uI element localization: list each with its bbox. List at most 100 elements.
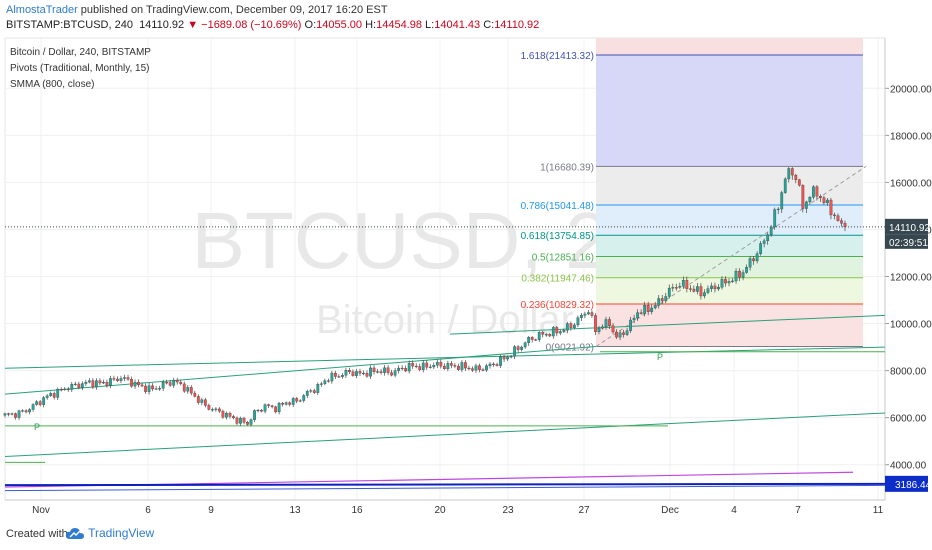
candle-body[interactable] [710, 285, 713, 289]
candle-body[interactable] [28, 409, 31, 413]
candle-body[interactable] [298, 400, 302, 402]
candle-body[interactable] [639, 312, 643, 314]
candle-body[interactable] [565, 323, 569, 331]
candle-body[interactable] [56, 389, 60, 398]
candle-body[interactable] [555, 327, 559, 334]
candle-body[interactable] [17, 410, 21, 418]
candle-body[interactable] [572, 324, 576, 328]
candle-body[interactable] [14, 413, 17, 418]
candle-body[interactable] [787, 168, 791, 180]
candle-body[interactable] [7, 413, 10, 415]
candle-body[interactable] [819, 196, 822, 198]
candle-body[interactable] [77, 383, 81, 388]
candle-body[interactable] [386, 367, 390, 373]
candle-body[interactable] [267, 404, 270, 406]
candle-body[interactable] [822, 197, 826, 204]
candle-body[interactable] [383, 367, 386, 373]
candle-body[interactable] [302, 395, 306, 401]
candle-body[interactable] [253, 410, 256, 420]
candle-body[interactable] [284, 402, 288, 405]
candle-body[interactable] [513, 346, 516, 357]
candle-body[interactable] [660, 298, 664, 302]
candle-body[interactable] [569, 323, 573, 328]
candle-body[interactable] [305, 391, 309, 396]
candle-body[interactable] [186, 387, 190, 392]
candle-body[interactable] [87, 380, 91, 383]
candle-body[interactable] [625, 330, 629, 335]
candle-body[interactable] [326, 380, 330, 382]
candle-body[interactable] [727, 281, 731, 284]
candle-body[interactable] [210, 409, 214, 411]
candle-body[interactable] [42, 397, 46, 405]
candle-body[interactable] [724, 279, 727, 284]
candle-body[interactable] [762, 240, 766, 244]
candle-body[interactable] [263, 404, 267, 412]
candle-body[interactable] [453, 365, 457, 367]
candle-body[interactable] [636, 312, 640, 319]
candle-body[interactable] [98, 380, 102, 384]
candle-body[interactable] [207, 405, 211, 410]
candle-body[interactable] [158, 388, 162, 390]
candle-body[interactable] [418, 366, 422, 370]
candle-body[interactable] [794, 174, 798, 180]
candle-body[interactable] [151, 385, 154, 390]
candle-body[interactable] [309, 390, 313, 392]
candle-body[interactable] [622, 332, 625, 335]
candle-body[interactable] [161, 382, 165, 389]
candle-body[interactable] [583, 313, 587, 316]
candle-body[interactable] [52, 393, 56, 398]
candle-body[interactable] [544, 334, 548, 336]
candle-body[interactable] [703, 292, 706, 297]
candle-body[interactable] [10, 413, 14, 415]
candle-body[interactable] [31, 404, 35, 410]
candle-body[interactable] [783, 178, 787, 193]
candle-body[interactable] [657, 298, 661, 306]
candle-body[interactable] [671, 287, 675, 289]
candle-body[interactable] [674, 287, 678, 289]
candle-body[interactable] [643, 304, 647, 314]
candle-body[interactable] [769, 226, 773, 235]
candle-body[interactable] [312, 390, 316, 393]
candle-body[interactable] [260, 409, 263, 412]
candle-body[interactable] [400, 367, 404, 370]
candle-body[interactable] [102, 382, 105, 384]
candle-body[interactable] [755, 253, 759, 262]
candle-body[interactable] [527, 337, 531, 343]
candle-body[interactable] [646, 304, 650, 312]
candle-body[interactable] [790, 168, 794, 176]
candle-body[interactable] [105, 382, 109, 386]
candle-body[interactable] [815, 186, 819, 197]
candle-body[interactable] [277, 402, 281, 413]
candle-body[interactable] [435, 362, 439, 366]
candle-body[interactable] [49, 393, 53, 396]
candle-body[interactable] [38, 401, 42, 405]
candle-body[interactable] [355, 371, 358, 376]
candle-body[interactable] [520, 346, 524, 350]
candle-body[interactable] [611, 325, 615, 333]
candle-body[interactable] [530, 337, 534, 340]
candle-body[interactable] [221, 411, 225, 418]
candle-body[interactable] [811, 186, 815, 198]
candle-body[interactable] [471, 368, 474, 371]
candle-body[interactable] [562, 330, 566, 332]
candle-body[interactable] [344, 370, 348, 376]
candle-body[interactable] [214, 408, 218, 410]
candle-body[interactable] [362, 372, 365, 375]
candle-body[interactable] [165, 382, 169, 384]
candle-body[interactable] [446, 363, 450, 370]
candle-body[interactable] [548, 334, 552, 337]
candle-body[interactable] [464, 362, 467, 369]
candle-body[interactable] [270, 405, 274, 407]
candle-body[interactable] [351, 371, 355, 376]
candle-body[interactable] [323, 380, 327, 384]
candle-body[interactable] [734, 270, 738, 282]
candle-body[interactable] [232, 416, 235, 419]
candle-body[interactable] [172, 380, 176, 386]
candle-body[interactable] [618, 332, 622, 338]
candle-body[interactable] [428, 366, 432, 368]
candle-body[interactable] [696, 286, 699, 292]
candle-body[interactable] [681, 279, 685, 287]
candle-body[interactable] [474, 365, 478, 371]
candle-body[interactable] [826, 199, 829, 204]
